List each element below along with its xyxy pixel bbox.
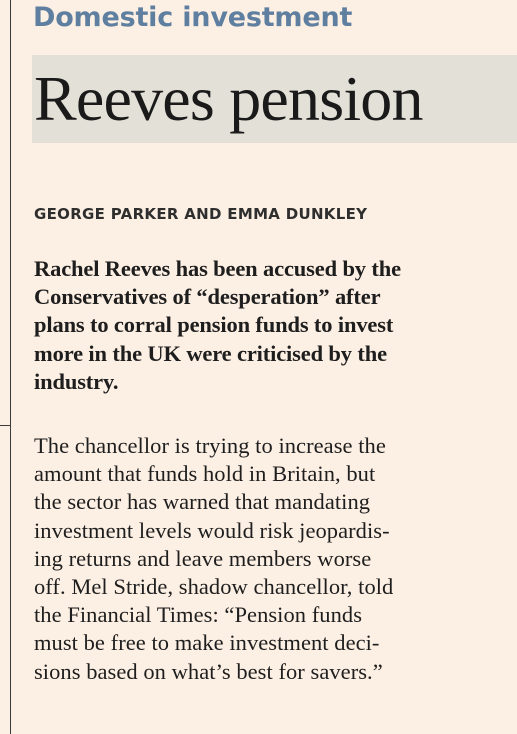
body-line: the sector has warned that mandating [34,489,371,515]
standfirst: Rachel Reeves has been accused by the Co… [34,255,504,396]
standfirst-line: plans to corral pension funds to invest [34,312,394,338]
section-kicker: Domestic investment [33,2,353,33]
column-divider-tick [0,425,11,426]
standfirst-line: Conservatives of “desperation” after [34,284,381,310]
headline-highlight: Reeves pension [32,55,517,143]
standfirst-line: Rachel Reeves has been accused by the [34,256,401,281]
article-body: The chancellor is trying to increase the… [34,432,504,686]
headline: Reeves pension [34,63,424,134]
standfirst-line: more in the UK were criticised by the [34,340,387,366]
body-line: investment levels would risk jeopardis- [34,517,390,543]
body-line: sions based on what’s best for savers.” [34,658,383,684]
body-line: off. Mel Stride, shadow chancellor, told [34,573,394,599]
standfirst-line: industry. [34,368,119,394]
body-line: must be free to make investment deci- [34,630,380,656]
body-line: ing returns and leave members worse [34,545,372,571]
body-line: amount that funds hold in Britain, but [34,461,376,487]
column-divider [10,0,11,734]
body-line: The chancellor is trying to increase the [34,433,386,458]
body-line: the Financial Times: “Pension funds [34,602,362,628]
byline: GEORGE PARKER AND EMMA DUNKLEY [34,205,368,223]
